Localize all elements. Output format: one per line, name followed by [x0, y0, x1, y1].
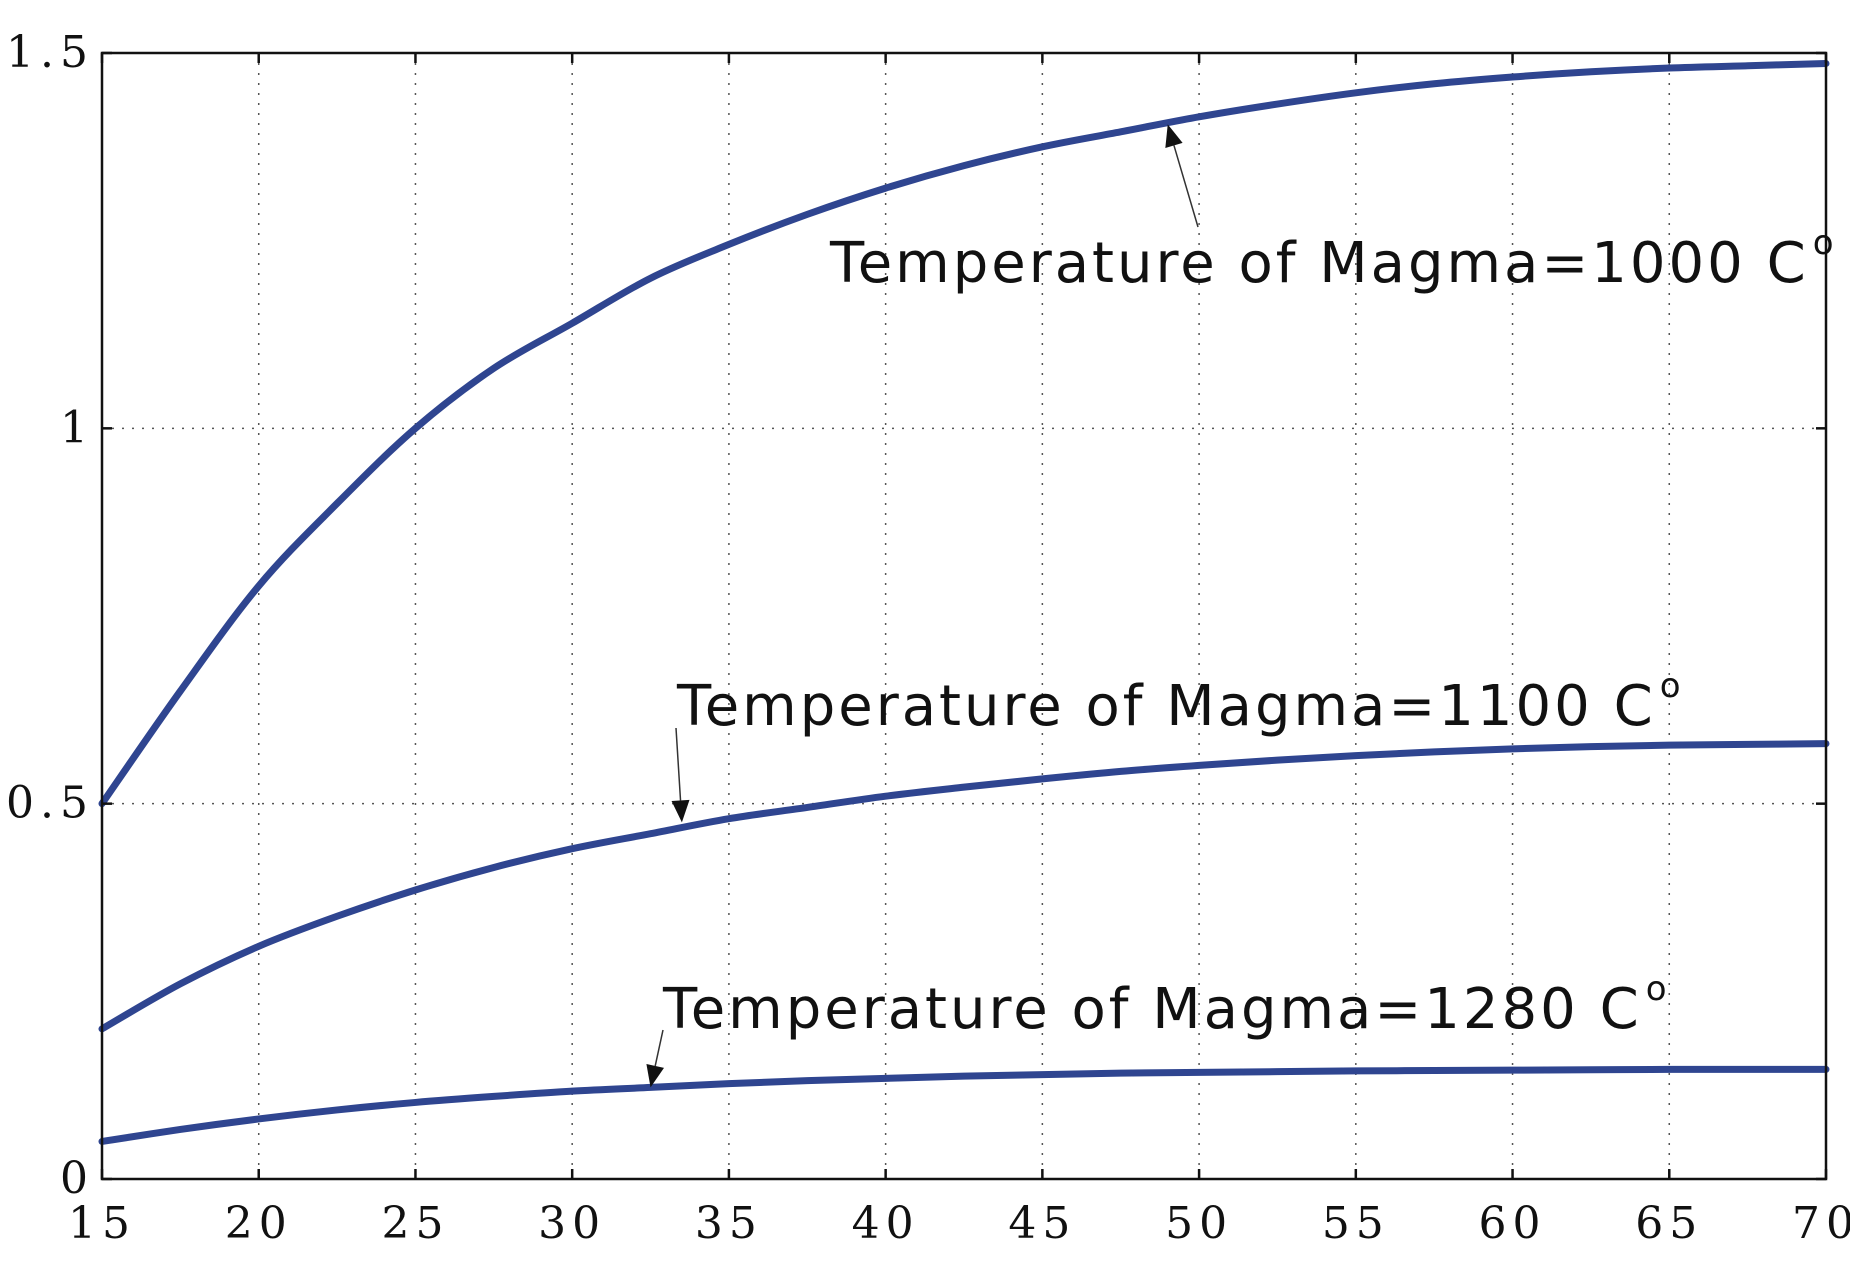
x-tick-label: 15: [68, 1198, 136, 1249]
x-tick-label: 40: [852, 1198, 920, 1249]
annotation-arrow-line: [1173, 145, 1199, 228]
annotation-arrow-head: [671, 799, 690, 823]
y-tick-label: 0: [60, 1153, 94, 1204]
x-tick-label: 60: [1479, 1198, 1547, 1249]
x-tick-label: 25: [381, 1198, 449, 1249]
series-lines: [98, 60, 1830, 1145]
x-tick-label: 50: [1165, 1198, 1233, 1249]
tick-labels: 15 20 25 30 35 40 45 50 55 60 65 70 0 0.5 1 1.5: [6, 27, 1850, 1249]
annotation-degree-superscript: o: [1660, 666, 1684, 706]
x-tick-label: 35: [695, 1198, 763, 1249]
axes: [100, 51, 1828, 1181]
x-tick-label: 70: [1792, 1198, 1850, 1249]
series-line-3: [98, 1065, 1830, 1145]
y-tick-label: 1: [60, 402, 94, 453]
annotation-arrow-head: [1165, 124, 1183, 148]
annotation-degree-superscript: o: [1813, 223, 1837, 263]
annotation-arrow-line: [675, 727, 682, 801]
annotation-arrow-line: [654, 1029, 664, 1067]
x-tick-label: 65: [1635, 1198, 1703, 1249]
x-tick-label: 20: [225, 1198, 293, 1249]
series-line-2: [98, 740, 1830, 1033]
y-tick-label: 1.5: [6, 27, 94, 78]
series-line-1: [98, 60, 1830, 808]
x-tick-label: 45: [1008, 1198, 1076, 1249]
x-tick-label: 55: [1322, 1198, 1390, 1249]
plot-frame: [100, 51, 1828, 1181]
annotation-degree-superscript: o: [1646, 969, 1670, 1009]
y-tick-label: 0.5: [6, 778, 94, 829]
annotation-arrow-head: [646, 1064, 665, 1088]
x-tick-label: 30: [538, 1198, 606, 1249]
